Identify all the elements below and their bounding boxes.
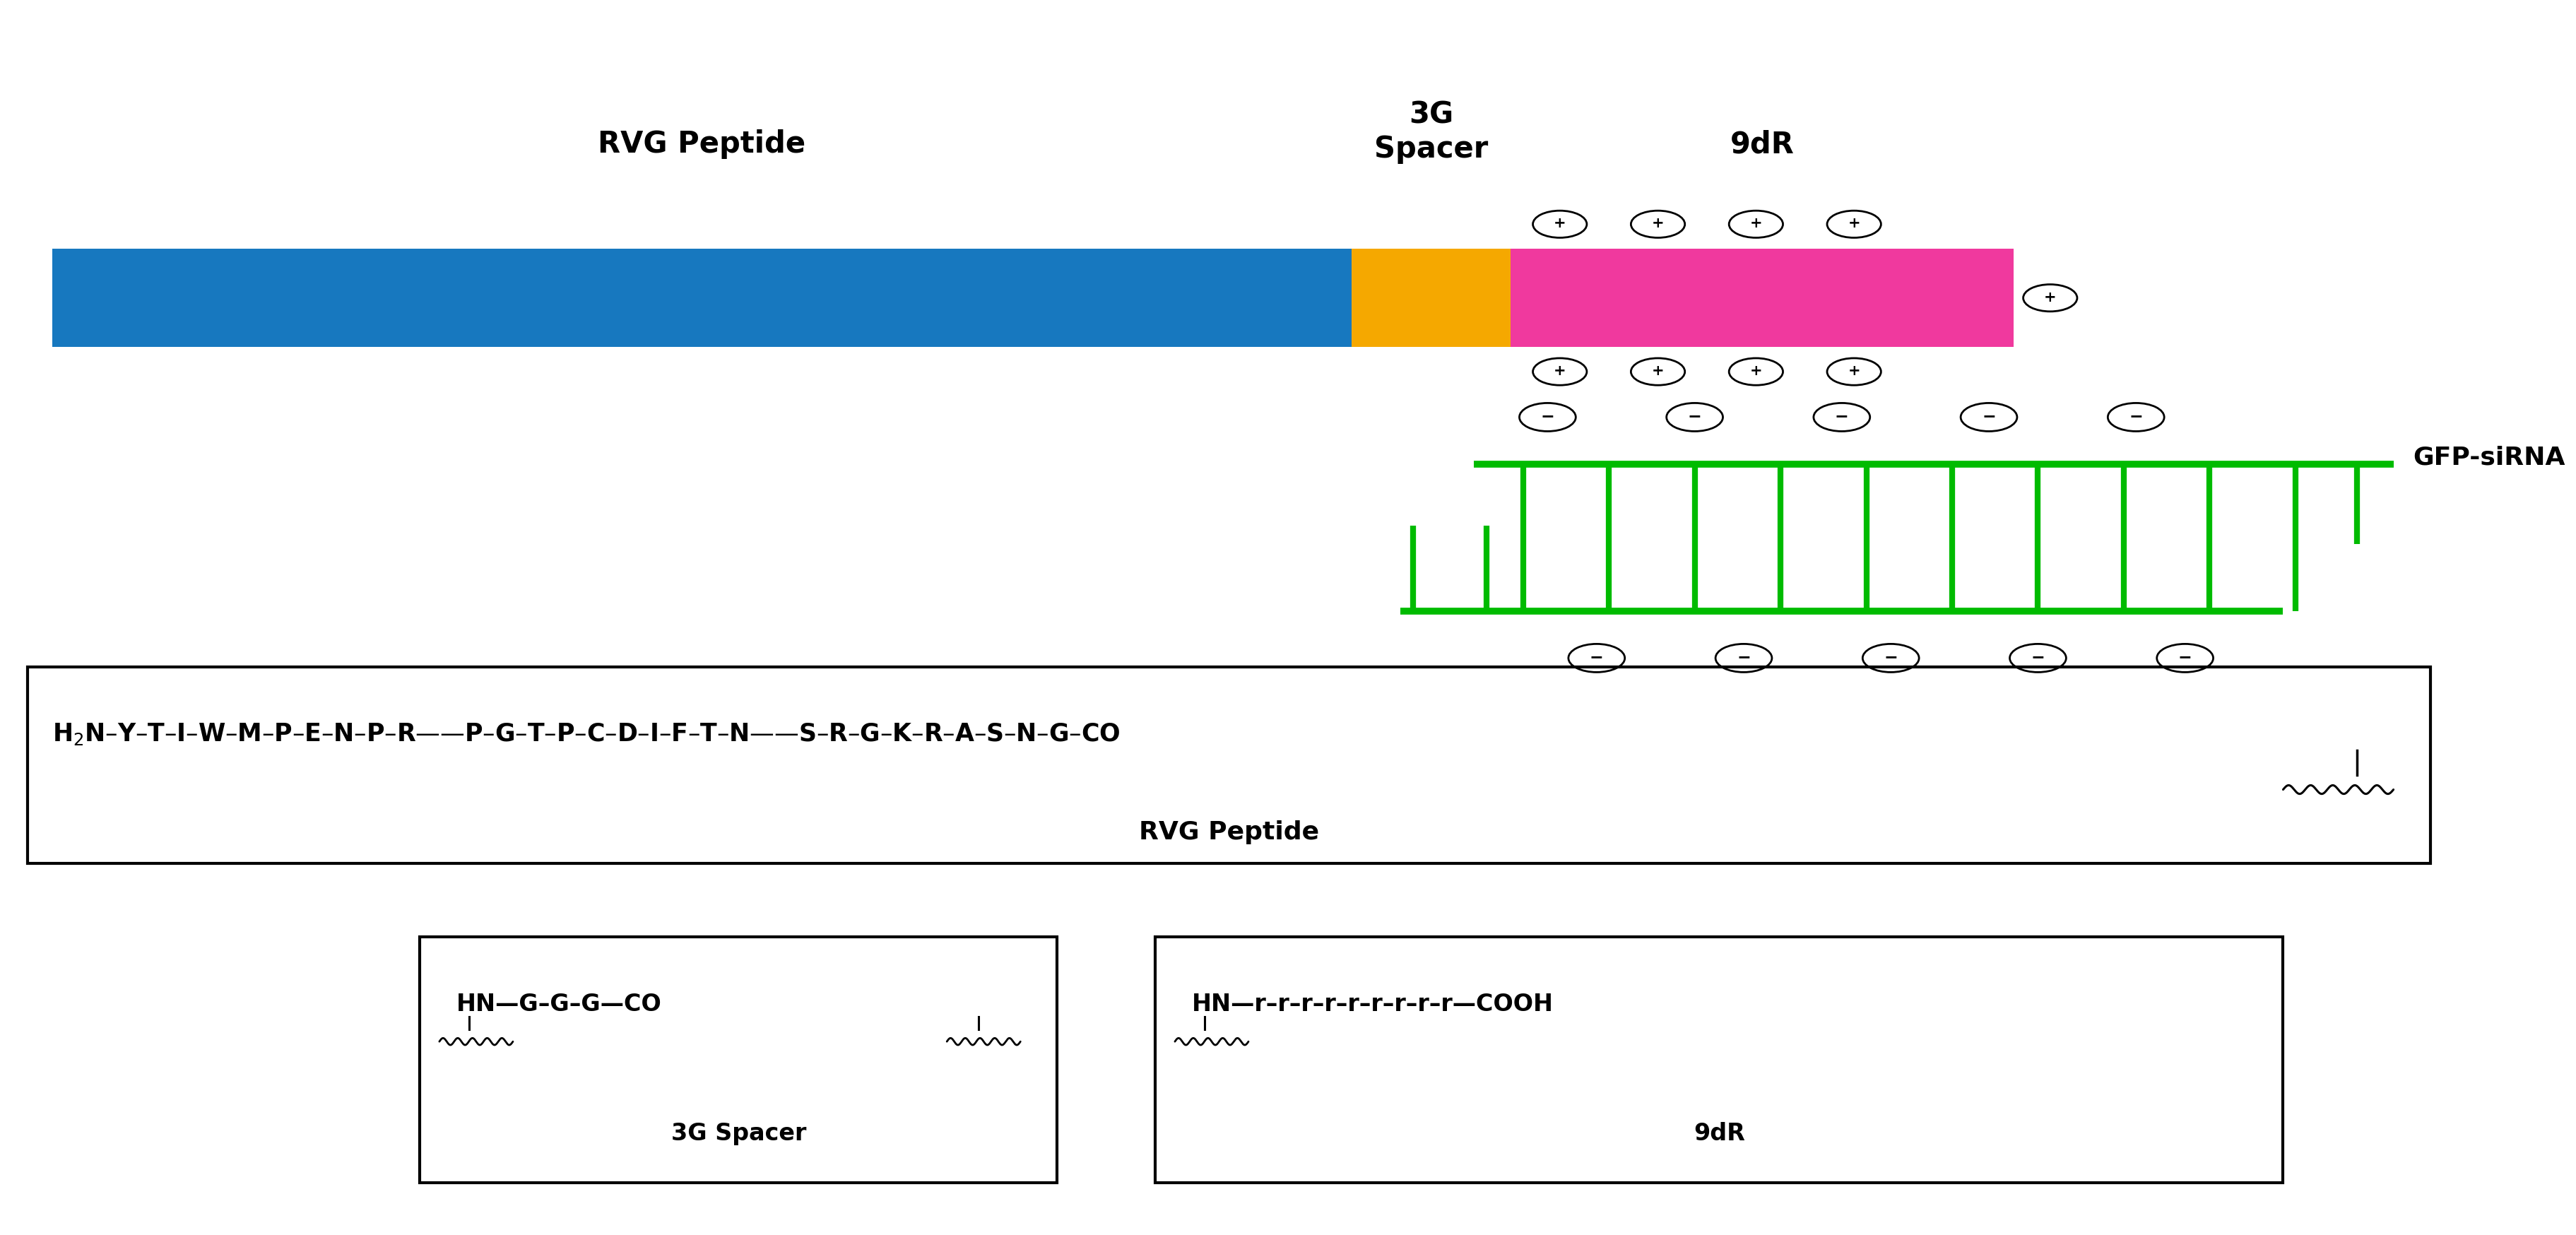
Text: +: + <box>1553 364 1566 378</box>
Text: RVG Peptide: RVG Peptide <box>598 130 806 159</box>
Text: −: − <box>1883 648 1899 666</box>
Bar <box>1510 248 2014 347</box>
Text: +: + <box>2043 290 2056 304</box>
Text: HN—G–G–G—CO: HN—G–G–G—CO <box>456 993 662 1016</box>
Text: H$_2$N–Y–T–I–W–M–P–E–N–P–R——P–G–T–P–C–D–I–F–T–N——S–R–G–K–R–A–S–N–G–CO: H$_2$N–Y–T–I–W–M–P–E–N–P–R——P–G–T–P–C–D–… <box>52 721 1121 747</box>
Bar <box>1154 937 2282 1183</box>
Text: GFP-siRNA: GFP-siRNA <box>2414 446 2566 469</box>
Text: RVG Peptide: RVG Peptide <box>1139 820 1319 845</box>
Text: +: + <box>1847 364 1860 378</box>
Bar <box>52 248 1352 347</box>
Text: −: − <box>1687 408 1703 425</box>
Text: −: − <box>1981 408 1996 425</box>
Text: +: + <box>1847 216 1860 231</box>
Text: +: + <box>1651 364 1664 378</box>
Text: 9dR: 9dR <box>1692 1123 1744 1145</box>
Bar <box>420 937 1056 1183</box>
Text: +: + <box>1749 216 1762 231</box>
Bar <box>1352 248 1510 347</box>
Text: −: − <box>1834 408 1850 425</box>
Text: −: − <box>1540 408 1553 425</box>
Text: +: + <box>1651 216 1664 231</box>
Text: −: − <box>2030 648 2045 666</box>
Text: HN—r–r–r–r–r–r–r–r–r—COOH: HN—r–r–r–r–r–r–r–r–r—COOH <box>1193 993 1553 1016</box>
Text: +: + <box>1749 364 1762 378</box>
Text: −: − <box>2128 408 2143 425</box>
Text: 3G Spacer: 3G Spacer <box>670 1123 806 1145</box>
Bar <box>28 667 2429 863</box>
Text: −: − <box>1736 648 1752 666</box>
Text: 9dR: 9dR <box>1731 130 1795 159</box>
Text: 3G
Spacer: 3G Spacer <box>1373 100 1489 164</box>
Text: −: − <box>1589 648 1605 666</box>
Text: −: − <box>2179 648 2192 666</box>
Text: +: + <box>1553 216 1566 231</box>
